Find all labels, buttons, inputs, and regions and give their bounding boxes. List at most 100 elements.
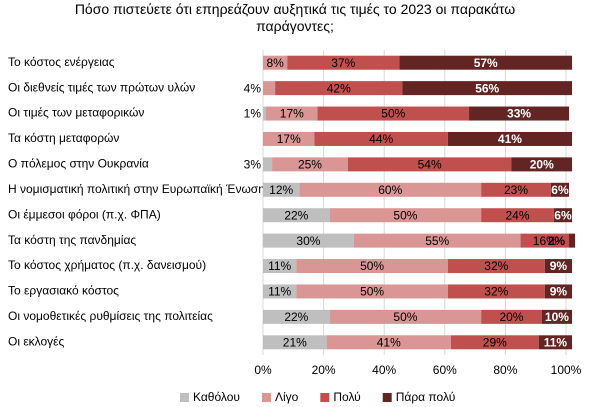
data-label: 41% [377,335,401,349]
y-tick-label: Τα κόστη της πανδημίας [8,233,136,247]
bar-segment [347,157,512,172]
bar-segment [447,259,545,274]
y-tick-label: Το κόστος ενέργειας [8,55,115,69]
legend-swatch [382,393,392,402]
legend-label: Καθόλου [193,390,240,404]
bar-segment [538,335,573,350]
data-label: 8% [266,56,284,70]
data-label: 37% [331,56,355,70]
data-label: 42% [327,81,351,95]
x-tick-label: 0% [254,363,272,377]
y-tick-label: Οι τιμές των μεταφορικών [8,106,144,120]
data-label: 6% [554,208,572,222]
data-label: 11% [268,259,291,273]
data-label: 50% [381,107,405,121]
data-label: 4% [244,81,262,95]
y-tick-label: Οι έμμεσοι φόροι (π.χ. ΦΠΑ) [8,207,161,221]
data-label: 20% [499,310,523,324]
x-tick-label: 40% [372,363,396,377]
data-label: 56% [475,81,499,95]
bar-segment [299,182,482,197]
bar-segment [317,106,470,121]
bar-segment [263,335,327,350]
data-label: 50% [360,285,384,299]
bar-segment [353,233,521,248]
data-label: 10% [545,310,569,324]
y-tick-label: Το εργασιακό κόστος [8,284,119,298]
bar-segment [329,309,482,324]
bar-segment [544,259,573,274]
data-label: 41% [498,132,522,146]
bar-segment [263,81,276,96]
bar-segment [296,259,448,274]
bar-segment [263,157,273,172]
y-tick-label: Τα κόστη μεταφορών [8,131,119,145]
bar-segment [481,309,542,324]
bar-segment [329,208,482,223]
bar-segment [544,284,573,299]
bar-segment [263,106,267,121]
data-label: 44% [369,132,393,146]
y-tick-label: Οι εκλογές [8,334,65,348]
bar-segment [447,131,573,146]
x-tick-label: 80% [493,363,517,377]
data-label: 3% [244,158,262,172]
x-tick-label: 20% [312,363,336,377]
data-label: 50% [360,259,384,273]
bar-segment [275,81,403,96]
bar-segment [263,208,330,223]
data-label: 20% [530,158,554,172]
bar-segment [263,55,288,70]
legend-label: Πολύ [333,390,360,404]
bar-segment [263,309,330,324]
legend-swatch [180,393,189,402]
x-tick-label: 60% [433,363,457,377]
data-label: 1% [244,107,262,121]
data-label: 57% [474,56,498,70]
bar-segment [550,182,570,197]
data-label: 55% [425,234,449,248]
bar-segment [296,284,448,299]
bar-segment [481,208,554,223]
data-label: 12% [269,183,293,197]
data-label: 17% [277,132,301,146]
bar-segment [326,335,451,350]
bar-segment [314,131,448,146]
data-label: 24% [506,208,530,222]
y-tick-label: Ο πόλεμος στην Ουκρανία [8,157,149,171]
data-label: 11% [268,285,291,299]
bar-segment [541,309,573,324]
data-label: 25% [298,158,322,172]
legend-label: Πάρα πολύ [396,390,456,404]
data-label: 54% [418,158,442,172]
data-label: 50% [393,310,417,324]
bar-segment [263,182,300,197]
bar-segment [263,233,354,248]
bar-segment [450,335,539,350]
data-label: 9% [550,259,568,273]
data-label: 11% [544,335,568,349]
bar-segment [481,182,551,197]
y-tick-label: Το κόστος χρήματος (π.χ. δανεισμού) [8,258,206,272]
bar-segment [402,81,573,96]
bar-segment [263,131,315,146]
data-label: 60% [378,183,402,197]
y-tick-label: Οι διεθνείς τιμές των πρώτων υλών [8,80,195,94]
data-label: 21% [283,335,307,349]
legend-label: Λίγο [275,390,299,404]
data-label: 22% [284,208,308,222]
data-label: 29% [483,335,507,349]
data-label: 16% [533,234,557,248]
legend-swatch [261,393,271,402]
bar-segment [263,259,297,274]
y-tick-label: Οι νομοθετικές ρυθμίσεις της πολιτείας [8,309,213,323]
bar-segment [511,157,573,172]
data-label: 30% [296,234,320,248]
bar-segment [272,157,348,172]
bar-segment [469,106,570,121]
bar-segment [553,208,573,223]
y-tick-label: Η νομισματική πολιτική στην Ευρωπαϊκή Έν… [8,182,265,196]
data-label: 50% [393,208,417,222]
